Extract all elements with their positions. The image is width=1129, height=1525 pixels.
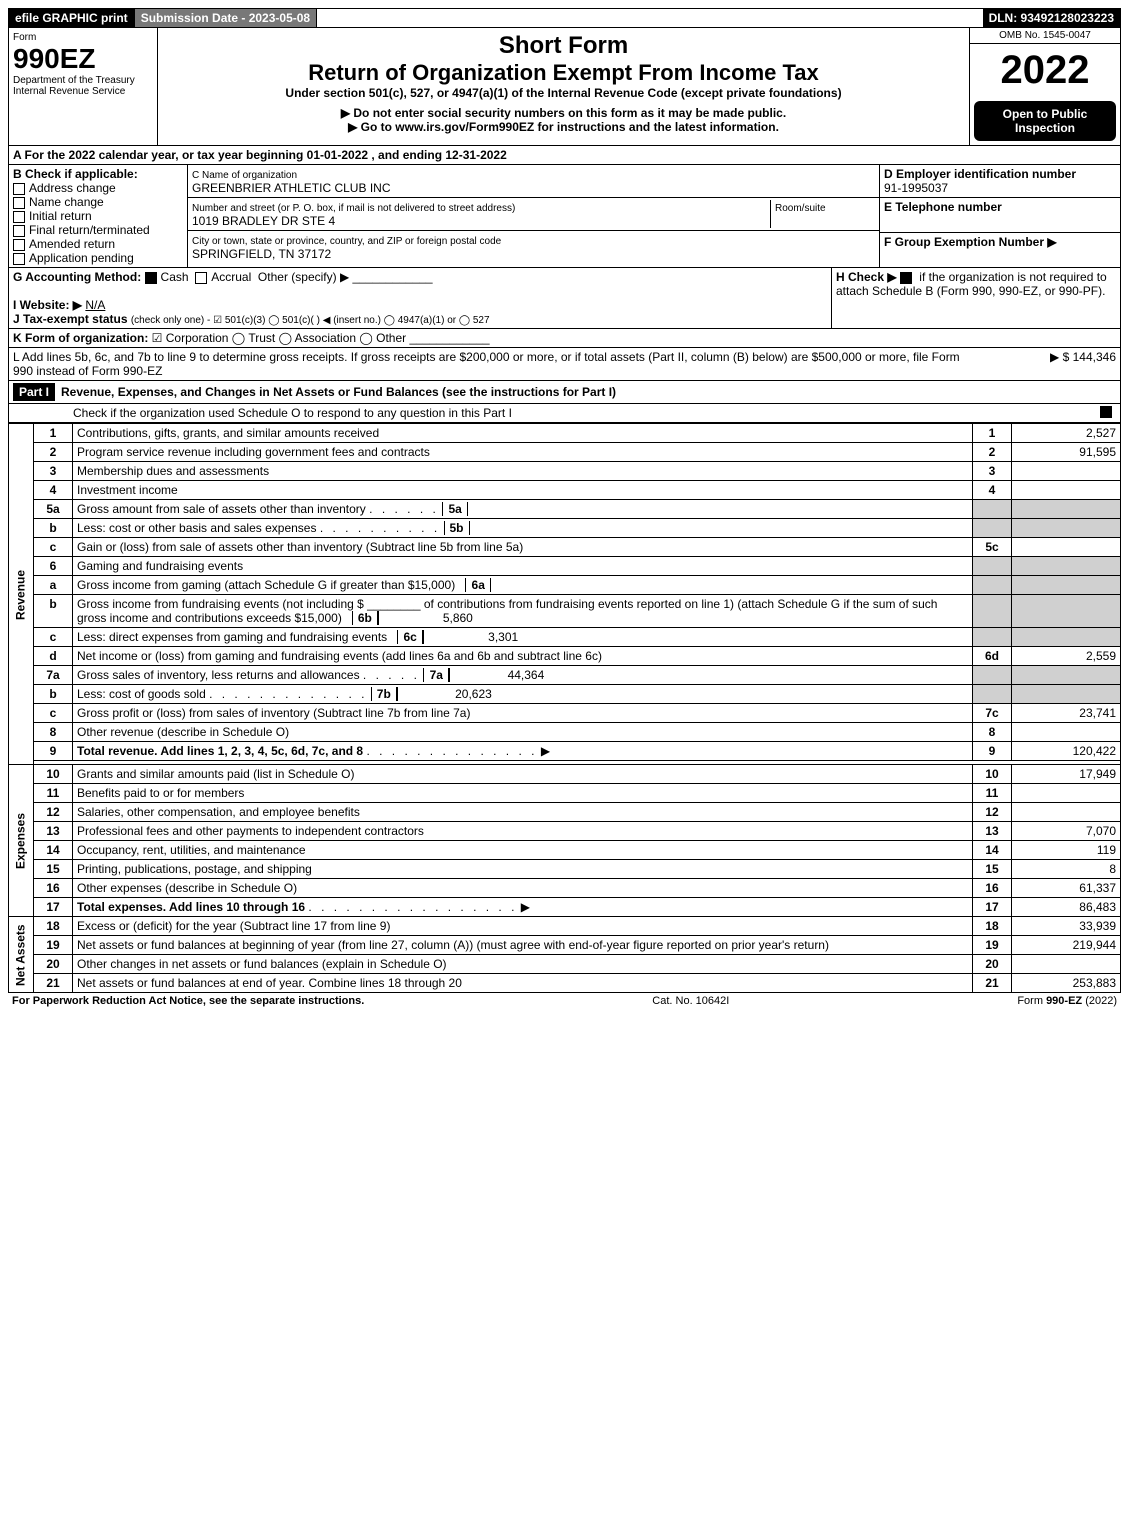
b-label: B Check if applicable: bbox=[13, 167, 138, 181]
goto-link[interactable]: ▶ Go to www.irs.gov/Form990EZ for instru… bbox=[162, 120, 965, 134]
lines-table: Revenue 1Contributions, gifts, grants, a… bbox=[8, 423, 1121, 993]
cb-name-change[interactable] bbox=[13, 197, 25, 209]
footer: For Paperwork Reduction Act Notice, see … bbox=[8, 993, 1121, 1009]
c-label: C Name of organization bbox=[192, 170, 297, 181]
subtitle: Under section 501(c), 527, or 4947(a)(1)… bbox=[162, 86, 965, 100]
header-left: Form 990EZ Department of the Treasury In… bbox=[9, 28, 158, 145]
title-return: Return of Organization Exempt From Incom… bbox=[162, 60, 965, 86]
header-center: Short Form Return of Organization Exempt… bbox=[158, 28, 969, 145]
cb-amended-return[interactable] bbox=[13, 239, 25, 251]
omb: OMB No. 1545-0047 bbox=[970, 28, 1120, 44]
part1-badge: Part I bbox=[13, 383, 55, 401]
cb-final-return[interactable] bbox=[13, 225, 25, 237]
dln: DLN: 93492128023223 bbox=[983, 9, 1120, 27]
cb-address-change[interactable] bbox=[13, 183, 25, 195]
org-name: GREENBRIER ATHLETIC CLUB INC bbox=[192, 181, 390, 195]
dept: Department of the Treasury bbox=[13, 75, 153, 86]
footer-mid: Cat. No. 10642I bbox=[652, 995, 729, 1007]
expenses-label: Expenses bbox=[9, 765, 34, 917]
efile-label[interactable]: efile GRAPHIC print bbox=[9, 9, 135, 27]
cb-initial-return[interactable] bbox=[13, 211, 25, 223]
top-bar: efile GRAPHIC print Submission Date - 20… bbox=[8, 8, 1121, 28]
part1-header-row: Part I Revenue, Expenses, and Changes in… bbox=[8, 381, 1121, 404]
cb-accrual[interactable] bbox=[195, 272, 207, 284]
e-label: E Telephone number bbox=[884, 200, 1002, 214]
cb-application-pending[interactable] bbox=[13, 253, 25, 265]
cb-schedule-o[interactable] bbox=[1100, 406, 1112, 418]
city: SPRINGFIELD, TN 37172 bbox=[192, 247, 331, 261]
street-label: Number and street (or P. O. box, if mail… bbox=[192, 203, 515, 214]
irs: Internal Revenue Service bbox=[13, 86, 153, 97]
i-label: I Website: ▶ bbox=[13, 298, 82, 312]
ein: 91-1995037 bbox=[884, 181, 948, 195]
h-label: H Check ▶ bbox=[836, 270, 897, 284]
g-label: G Accounting Method: bbox=[13, 270, 141, 284]
form-number: 990EZ bbox=[13, 43, 153, 75]
ssn-warning: ▶ Do not enter social security numbers o… bbox=[162, 106, 965, 120]
section-g: G Accounting Method: Cash Accrual Other … bbox=[9, 268, 832, 328]
j-label: J Tax-exempt status bbox=[13, 312, 128, 326]
part1-check-row: Check if the organization used Schedule … bbox=[8, 404, 1121, 423]
section-k: K Form of organization: ☑ Corporation ◯ … bbox=[8, 329, 1121, 348]
bcdef-row: B Check if applicable: Address change Na… bbox=[8, 165, 1121, 268]
header-right: OMB No. 1545-0047 2022 Open to Public In… bbox=[969, 28, 1120, 145]
l-text: L Add lines 5b, 6c, and 7b to line 9 to … bbox=[13, 350, 966, 378]
revenue-label: Revenue bbox=[9, 424, 34, 765]
l-amt: ▶ $ 144,346 bbox=[966, 350, 1116, 378]
d-label: D Employer identification number bbox=[884, 167, 1076, 181]
cb-cash[interactable] bbox=[145, 272, 157, 284]
title-short-form: Short Form bbox=[162, 32, 965, 60]
section-c: C Name of organization GREENBRIER ATHLET… bbox=[188, 165, 880, 267]
tax-year: 2022 bbox=[970, 44, 1120, 97]
net-assets-label: Net Assets bbox=[9, 917, 34, 993]
gh-row: G Accounting Method: Cash Accrual Other … bbox=[8, 268, 1121, 329]
cb-schedule-b[interactable] bbox=[900, 272, 912, 284]
section-def: D Employer identification number 91-1995… bbox=[880, 165, 1120, 267]
website: N/A bbox=[85, 298, 105, 312]
street: 1019 BRADLEY DR STE 4 bbox=[192, 214, 335, 228]
footer-right: Form 990-EZ (2022) bbox=[1017, 995, 1117, 1007]
f-label: F Group Exemption Number ▶ bbox=[884, 235, 1057, 249]
section-a: A For the 2022 calendar year, or tax yea… bbox=[8, 146, 1121, 165]
footer-left: For Paperwork Reduction Act Notice, see … bbox=[12, 995, 364, 1007]
k-label: K Form of organization: bbox=[13, 331, 148, 345]
submission-date: Submission Date - 2023-05-08 bbox=[135, 9, 317, 27]
open-to-public: Open to Public Inspection bbox=[974, 101, 1116, 141]
part1-check-text: Check if the organization used Schedule … bbox=[13, 406, 1100, 420]
section-l: L Add lines 5b, 6c, and 7b to line 9 to … bbox=[8, 348, 1121, 381]
section-h: H Check ▶ if the organization is not req… bbox=[832, 268, 1120, 328]
section-b: B Check if applicable: Address change Na… bbox=[9, 165, 188, 267]
k-text: ☑ Corporation ◯ Trust ◯ Association ◯ Ot… bbox=[152, 331, 406, 345]
city-label: City or town, state or province, country… bbox=[192, 236, 501, 247]
form-word: Form bbox=[13, 32, 153, 43]
room-label: Room/suite bbox=[775, 203, 826, 214]
form-header: Form 990EZ Department of the Treasury In… bbox=[8, 28, 1121, 146]
part1-title: Revenue, Expenses, and Changes in Net As… bbox=[61, 385, 1116, 399]
